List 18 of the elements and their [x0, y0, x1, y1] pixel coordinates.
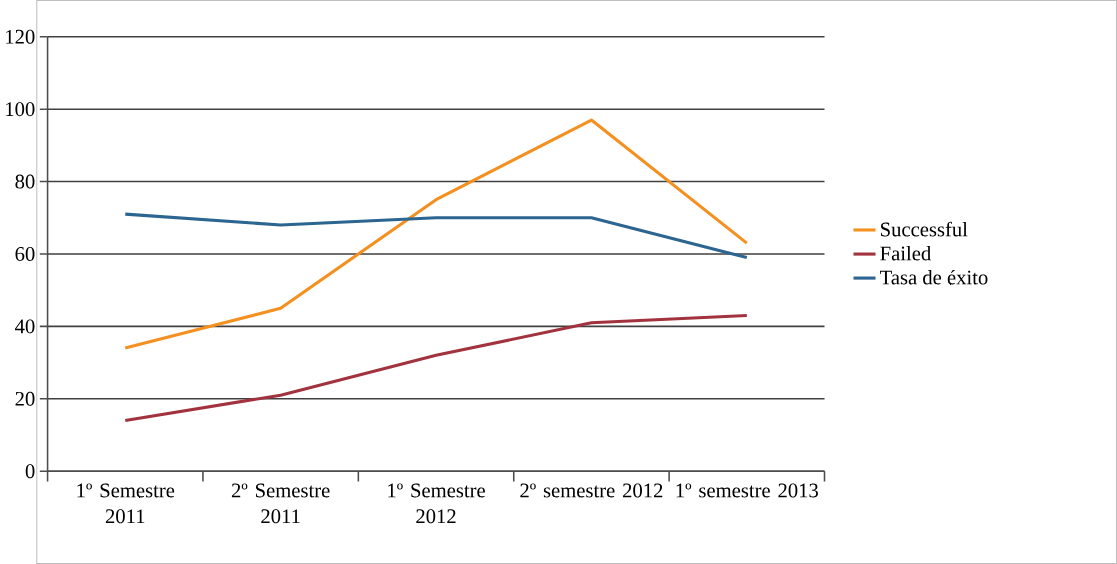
- y-tick-label: 20: [15, 391, 35, 406]
- legend-label: Failed: [880, 245, 931, 261]
- legend-label: Successful: [881, 221, 968, 237]
- y-tick-label: 80: [15, 174, 35, 189]
- line-series: [123, 313, 749, 423]
- legend-label: Tasa de éxito: [880, 269, 988, 285]
- y-tick-label: 60: [15, 246, 35, 261]
- line-series: [123, 212, 749, 260]
- y-tick-label: 100: [6, 102, 35, 117]
- y-tick-label: 120: [6, 29, 35, 44]
- line-series: [123, 118, 749, 350]
- y-tick-label: 40: [15, 319, 35, 334]
- x-tick-label: 1º semestre 2013: [676, 483, 818, 498]
- y-tick-label: 0: [25, 464, 35, 479]
- x-tick-label: 2º semestre 2012: [520, 483, 663, 498]
- x-tick-label: 1º Semestre 2011: [77, 483, 175, 524]
- x-tick-label: 2º Semestre 2011: [231, 483, 330, 524]
- x-tick-label: 1º Semestre 2012: [388, 483, 485, 524]
